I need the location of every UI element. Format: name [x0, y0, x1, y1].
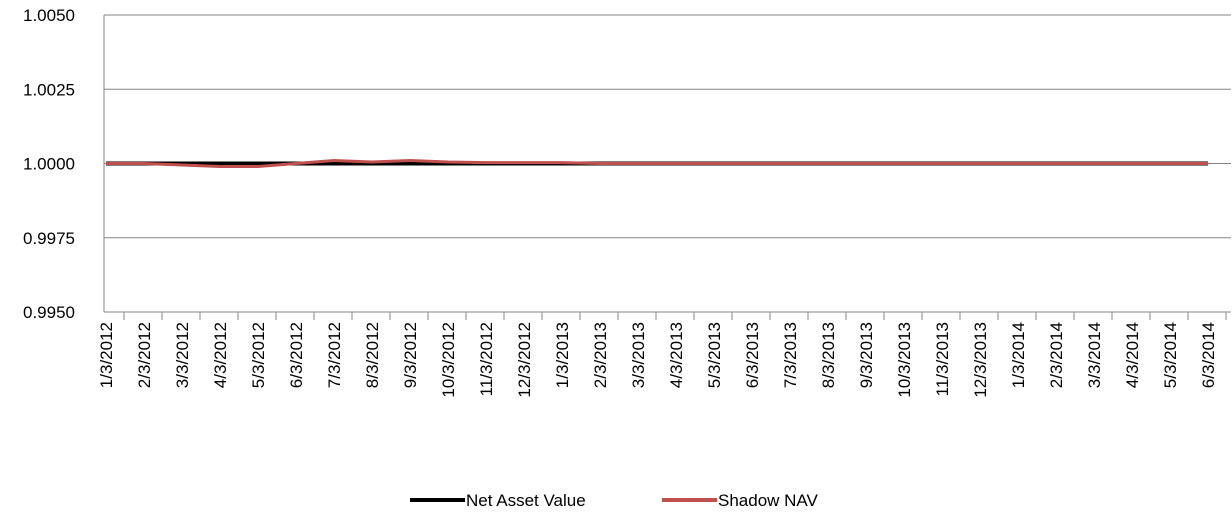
x-tick-label: 12/3/2012: [515, 322, 534, 398]
legend-label: Shadow NAV: [718, 491, 819, 510]
x-tick-label: 1/3/2013: [553, 322, 572, 388]
line: [106, 158, 1208, 168]
x-tick-label: 10/3/2012: [439, 322, 458, 398]
legend-label: Net Asset Value: [466, 491, 586, 510]
x-tick-label: 5/3/2012: [249, 322, 268, 388]
x-tick-label: 6/3/2014: [1199, 322, 1218, 388]
x-tick-label: 2/3/2014: [1047, 322, 1066, 388]
x-tick-label: 7/3/2012: [325, 322, 344, 388]
x-tick-label: 9/3/2012: [401, 322, 420, 388]
x-tick-label: 4/3/2014: [1123, 322, 1142, 388]
x-tick-label: 11/3/2013: [933, 322, 952, 396]
y-tick-label: 1.0000: [23, 155, 75, 174]
x-tick-label: 5/3/2014: [1161, 322, 1180, 388]
x-tick-label: 3/3/2012: [173, 322, 192, 388]
x-tick-label: 8/3/2012: [363, 322, 382, 388]
x-tick-label: 2/3/2012: [135, 322, 154, 388]
x-tick-label: 7/3/2013: [781, 322, 800, 388]
x-tick-label: 6/3/2012: [287, 322, 306, 388]
x-tick-label: 1/3/2014: [1009, 322, 1028, 388]
x-tick-label: 11/3/2012: [477, 322, 496, 396]
x-tick-label: 6/3/2013: [743, 322, 762, 388]
x-tick-label: 9/3/2013: [857, 322, 876, 388]
y-tick-label: 1.0050: [23, 6, 75, 25]
x-tick-label: 10/3/2013: [895, 322, 914, 398]
x-tick-label: 4/3/2012: [211, 322, 230, 388]
y-tick-label: 1.0025: [23, 80, 75, 99]
x-tick-label: 2/3/2013: [591, 322, 610, 388]
x-tick-label: 5/3/2013: [705, 322, 724, 388]
x-tick-label: 1/3/2012: [97, 322, 116, 388]
x-tick-label: 3/3/2013: [629, 322, 648, 388]
x-tick-label: 8/3/2013: [819, 322, 838, 388]
x-tick-label: 12/3/2013: [971, 322, 990, 398]
x-tick-label: 3/3/2014: [1085, 322, 1104, 388]
x-tick-label: 4/3/2013: [667, 322, 686, 388]
y-tick-label: 0.9950: [23, 303, 75, 322]
y-tick-label: 0.9975: [23, 229, 75, 248]
